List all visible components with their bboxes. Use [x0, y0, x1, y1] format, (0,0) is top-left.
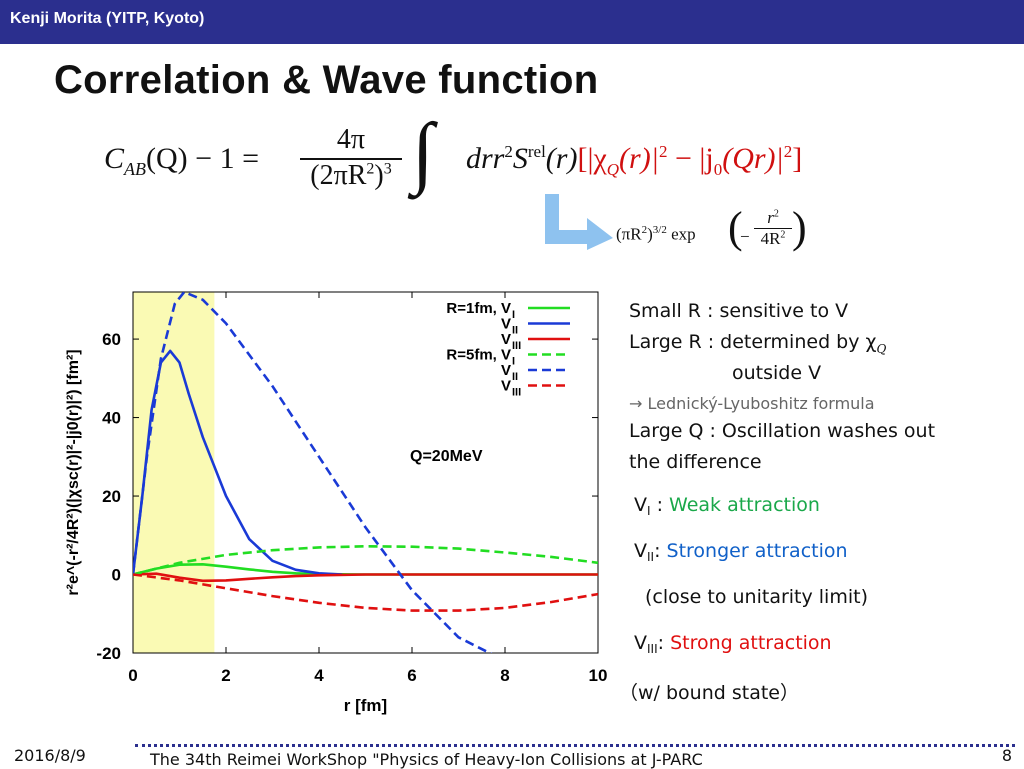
y-tick-label: -20 [96, 644, 121, 663]
legend-label-4: V [501, 362, 511, 379]
note-v3-bound-state: （w/ bound state） [619, 682, 799, 704]
legend-sub-3: I [512, 356, 515, 368]
note-outside-v: outside V [732, 362, 822, 384]
eq-integrand: drr2Srel(r)[|χQ(r)|2 − |j0(Qr)|2] [466, 142, 803, 179]
y-axis-label: r²e^(-r²/4R²)(|χsc(r)|²-|j0(r)|²) [fm²] [65, 349, 82, 595]
eq-S: S [512, 142, 528, 175]
note-v2-unitarity: (close to unitarity limit) [645, 586, 868, 608]
eq-frac-den: (2πR [310, 160, 367, 191]
footer-divider [135, 744, 1015, 747]
note-small-r: Small R : sensitive to V [629, 300, 849, 322]
eq-bracket: [|χQ(r)|2 − |j0(Qr)|2] [577, 142, 803, 179]
y-tick-label: 60 [102, 330, 121, 349]
eq-drr: drr [466, 142, 505, 175]
source-function: (πR2)3/2 exp [616, 224, 696, 244]
legend-sub-2: III [512, 340, 521, 352]
series-line-1 [133, 349, 343, 576]
q-annotation: Q=20MeV [410, 448, 483, 465]
legend-label-1: V [501, 316, 511, 333]
note-lednicky: → Lednický-Lyuboshitz formula [629, 394, 875, 413]
series-line-4 [133, 292, 493, 653]
y-tick-label: 0 [112, 566, 121, 585]
legend-sub-5: III [512, 387, 521, 399]
x-tick-label: 6 [407, 666, 416, 685]
shaded-region [133, 292, 215, 653]
wavefunction-plot: 0 2 4 6 8 10 -20 0 20 40 60 r [fm] r²e^(-r²/4R²)(|χs… [65, 291, 608, 715]
x-tick-label: 10 [589, 666, 608, 685]
eq-C: C [104, 142, 125, 175]
eq-lhs-rest: (Q) − 1 = [146, 142, 259, 175]
legend-sub-4: II [512, 371, 518, 383]
legend-label-5: V [501, 378, 511, 395]
integral-sign: ∫ [412, 108, 434, 196]
x-axis-label: r [fm] [344, 696, 387, 715]
x-tick-label: 0 [128, 666, 137, 685]
x-tick-label: 4 [314, 666, 324, 685]
eq-rel: rel [527, 142, 546, 161]
y-tick-label: 20 [102, 487, 121, 506]
note-v3: VIII: Strong attraction [634, 632, 832, 656]
footer-event: The 34th Reimei WorkShop "Physics of Hea… [150, 750, 703, 769]
eq-AB: AB [124, 159, 147, 179]
header-bar: Kenji Morita (YITP, Kyoto) [0, 0, 1024, 44]
eq-frac-num: 4π [300, 124, 402, 160]
eq-frac-den-wrap: (2πR2)3 [310, 160, 392, 191]
x-tick-label: 2 [221, 666, 230, 685]
note-v2: VII: Stronger attraction [634, 540, 848, 564]
footer-date: 2016/8/9 [14, 746, 86, 765]
author-label: Kenji Morita (YITP, Kyoto) [10, 10, 205, 27]
plot-frame [132, 291, 599, 654]
legend-label-0: R=1fm, V [446, 300, 511, 317]
legend-label-3: R=5fm, V [446, 347, 511, 364]
eq-fraction: 4π (2πR2)3 [300, 124, 402, 192]
y-tick-label: 40 [102, 409, 121, 428]
legend-label-2: V [501, 331, 511, 348]
x-tick-label: 8 [500, 666, 509, 685]
legend-sub-1: II [512, 325, 518, 337]
page-number: 8 [1001, 746, 1012, 765]
series-line-5 [133, 573, 598, 612]
note-large-r: Large R : determined by χQ [629, 331, 887, 356]
eq-r-arg: (r) [545, 142, 578, 175]
note-difference: the difference [629, 451, 762, 473]
note-large-q: Large Q : Oscillation washes out [629, 420, 936, 442]
correlation-equation: CAB(Q) − 1 = [104, 142, 259, 180]
series-line-2 [133, 572, 598, 583]
page-title: Correlation & Wave function [54, 58, 599, 102]
legend-sub-0: I [512, 309, 515, 321]
down-right-arrow-icon [543, 194, 615, 255]
note-v1: VI : Weak attraction [634, 494, 820, 518]
